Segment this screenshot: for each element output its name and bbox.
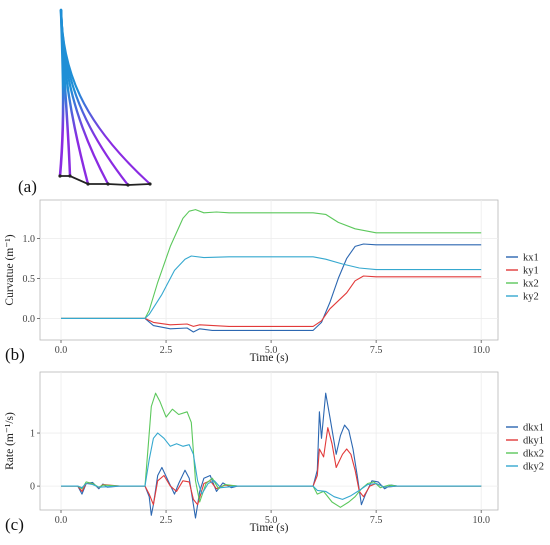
panel-b-y-ticks: 0.0 0.5 1.0 xyxy=(23,234,40,325)
x-tick-label: 2.5 xyxy=(160,515,173,526)
series-line-ky1 xyxy=(61,275,482,327)
rod-base-marker xyxy=(68,174,72,178)
series-line-kx1 xyxy=(61,243,482,333)
legend-label-dky1: dky1 xyxy=(523,436,544,447)
x-tick-label: 5.0 xyxy=(265,515,278,526)
x-tick-label: 10.0 xyxy=(472,345,490,356)
panel-b-label: (b) xyxy=(5,345,25,364)
x-tick-label: 2.5 xyxy=(160,345,173,356)
panel-a-deformation-sketch xyxy=(58,8,152,187)
rod-base-line xyxy=(60,175,151,186)
legend-label-dkx2: dkx2 xyxy=(523,449,544,460)
panel-a-label: (a) xyxy=(18,177,37,196)
x-tick-label: 10.0 xyxy=(472,515,490,526)
panel-c-lines xyxy=(61,392,482,519)
panel-c-x-ticks: 0.0 2.5 5.0 7.5 10.0 xyxy=(55,510,490,526)
y-tick-label: 1 xyxy=(30,429,35,440)
y-tick-label: 0.5 xyxy=(23,274,36,285)
y-tick-label: 0 xyxy=(30,482,35,493)
x-tick-label: 7.5 xyxy=(370,515,383,526)
panel-c-plot-border xyxy=(39,371,499,511)
legend-label-dky2: dky2 xyxy=(523,462,544,473)
rod-base-marker xyxy=(126,183,130,187)
deformed-rod-curve xyxy=(59,8,152,186)
panel-c-rate-chart: 0.0 2.5 5.0 7.5 10.0 01 Time (s) Rate (m⁻¹/s… xyxy=(4,371,544,534)
rod-base-marker xyxy=(86,182,90,186)
x-tick-label: 0.0 xyxy=(55,345,68,356)
series-line-dkx2 xyxy=(61,392,482,508)
panel-b-legend: kx1 ky1 kx2 ky2 xyxy=(506,253,539,303)
panel-c-x-axis-title: Time (s) xyxy=(250,522,289,534)
y-tick-label: 0.0 xyxy=(23,314,36,325)
series-line-dky2 xyxy=(61,432,482,500)
panel-b-curvature-chart: 0.0 2.5 5.0 7.5 10.0 0.0 0.5 1.0 Time (s) Curv… xyxy=(4,199,539,364)
y-tick-label: 1.0 xyxy=(23,234,36,245)
rod-base-marker xyxy=(148,182,152,186)
x-tick-label: 5.0 xyxy=(265,345,278,356)
legend-label-ky1: ky1 xyxy=(523,266,539,277)
legend-label-ky2: ky2 xyxy=(523,292,539,303)
panel-c-y-axis-title: Rate (m⁻¹/s) xyxy=(4,412,16,470)
panel-c-legend: dkx1 dky1 dkx2 dky2 xyxy=(506,423,544,473)
panel-c-y-ticks: 01 xyxy=(30,429,40,493)
panel-b-x-ticks: 0.0 2.5 5.0 7.5 10.0 xyxy=(55,340,490,356)
series-line-ky2 xyxy=(61,255,482,319)
legend-label-kx1: kx1 xyxy=(523,253,539,264)
panel-c-label: (c) xyxy=(5,515,24,534)
legend-label-kx2: kx2 xyxy=(523,279,539,290)
x-tick-label: 0.0 xyxy=(55,515,68,526)
x-tick-label: 7.5 xyxy=(370,345,383,356)
series-line-kx2 xyxy=(61,209,482,319)
rod-base-marker xyxy=(58,174,62,178)
legend-label-dkx1: dkx1 xyxy=(523,423,544,434)
panel-b-y-axis-title: Curvatue (m⁻¹) xyxy=(4,234,16,305)
panel-b-lines xyxy=(61,209,482,333)
panel-b-x-axis-title: Time (s) xyxy=(250,352,289,364)
rod-base-marker xyxy=(106,182,110,186)
